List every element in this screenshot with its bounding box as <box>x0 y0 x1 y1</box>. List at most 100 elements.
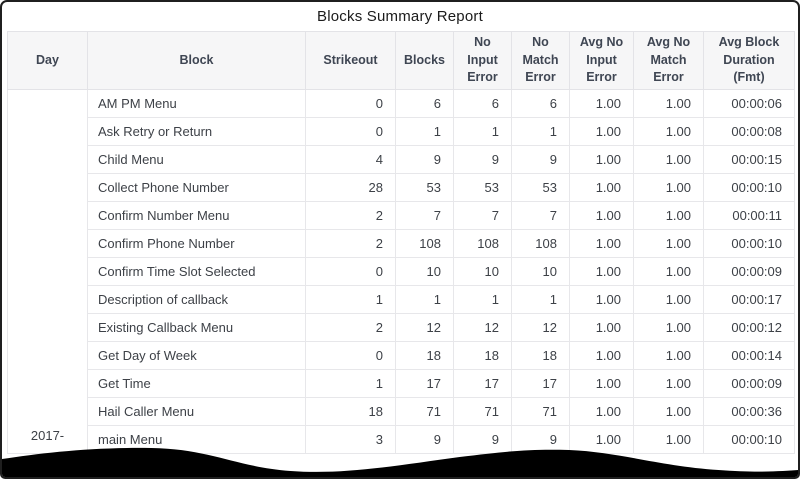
cell-avg-no-input-error: 1.00 <box>569 228 634 258</box>
cell-avg-block-duration: 00:00:10 <box>703 424 795 454</box>
table-row: Confirm Time Slot Selected 0 10 10 10 1.… <box>8 256 795 286</box>
cell-block: AM PM Menu <box>87 88 306 118</box>
cell-avg-no-input-error: 1.00 <box>569 144 634 174</box>
cell-avg-no-input-error: 1.00 <box>569 424 634 454</box>
cell-no-input-error: 1 <box>453 116 512 146</box>
cell-avg-no-match-error: 1.00 <box>633 396 704 426</box>
cell-block: Collect Phone Number <box>87 172 306 202</box>
cell-avg-no-match-error: 1.00 <box>633 368 704 398</box>
cell-no-input-error: 10 <box>453 256 512 286</box>
cell-avg-block-duration: 00:00:08 <box>703 116 795 146</box>
table-row: Get Time 1 17 17 17 1.00 1.00 00:00:09 <box>8 368 795 398</box>
cell-no-match-error: 1 <box>511 284 570 314</box>
cell-avg-block-duration: 00:00:10 <box>703 172 795 202</box>
cell-avg-no-match-error: 1.00 <box>633 284 704 314</box>
cell-blocks: 6 <box>395 88 454 118</box>
cell-strikeout: 2 <box>305 312 396 342</box>
cell-no-match-error: 10 <box>511 256 570 286</box>
cell-no-input-error: 53 <box>453 172 512 202</box>
column-header-strikeout: Strikeout <box>305 31 396 90</box>
cell-avg-no-match-error: 1.00 <box>633 340 704 370</box>
cell-blocks: 1 <box>395 116 454 146</box>
cell-avg-no-match-error: 1.00 <box>633 424 704 454</box>
column-header-avg-block-duration: Avg Block Duration (Fmt) <box>703 31 795 90</box>
cell-block: Ask Retry or Return <box>87 116 306 146</box>
table-row: Confirm Phone Number 2 108 108 108 1.00 … <box>8 228 795 258</box>
column-header-day: Day <box>7 31 88 90</box>
cell-block: Get Time <box>87 368 306 398</box>
cell-avg-no-match-error: 1.00 <box>633 228 704 258</box>
cell-avg-no-match-error: 1.00 <box>633 200 704 230</box>
cell-avg-no-input-error: 1.00 <box>569 256 634 286</box>
cell-no-match-error: 6 <box>511 88 570 118</box>
cell-avg-block-duration: 00:00:09 <box>703 256 795 286</box>
cell-no-input-error: 12 <box>453 312 512 342</box>
cell-no-match-error: 18 <box>511 340 570 370</box>
cell-blocks: 7 <box>395 200 454 230</box>
cell-avg-block-duration: 00:00:10 <box>703 228 795 258</box>
cell-avg-no-match-error: 1.00 <box>633 172 704 202</box>
cell-avg-no-match-error: 1.00 <box>633 144 704 174</box>
cell-avg-block-duration: 00:00:14 <box>703 340 795 370</box>
report-title: Blocks Summary Report <box>317 8 483 25</box>
cell-no-input-error: 18 <box>453 340 512 370</box>
cell-block: Confirm Time Slot Selected <box>87 256 306 286</box>
cell-strikeout: 1 <box>305 284 396 314</box>
day-group-cell: 2017- <box>7 88 88 454</box>
cell-avg-block-duration: 00:00:06 <box>703 88 795 118</box>
cell-no-input-error: 7 <box>453 200 512 230</box>
table-row: Get Day of Week 0 18 18 18 1.00 1.00 00:… <box>8 340 795 370</box>
cell-no-match-error: 108 <box>511 228 570 258</box>
cell-blocks: 71 <box>395 396 454 426</box>
cell-no-match-error: 53 <box>511 172 570 202</box>
cell-blocks: 53 <box>395 172 454 202</box>
cell-block: Confirm Number Menu <box>87 200 306 230</box>
cell-avg-block-duration: 00:00:09 <box>703 368 795 398</box>
cell-no-input-error: 1 <box>453 284 512 314</box>
cell-avg-block-duration: 00:00:15 <box>703 144 795 174</box>
cell-avg-no-match-error: 1.00 <box>633 312 704 342</box>
cell-avg-no-input-error: 1.00 <box>569 284 634 314</box>
table-row: Child Menu 4 9 9 9 1.00 1.00 00:00:15 <box>8 144 795 174</box>
cell-blocks: 1 <box>395 284 454 314</box>
cell-avg-block-duration: 00:00:36 <box>703 396 795 426</box>
cell-no-input-error: 108 <box>453 228 512 258</box>
table-row: Collect Phone Number 28 53 53 53 1.00 1.… <box>8 172 795 202</box>
cell-strikeout: 3 <box>305 424 396 454</box>
cell-blocks: 12 <box>395 312 454 342</box>
table-row: Ask Retry or Return 0 1 1 1 1.00 1.00 00… <box>8 116 795 146</box>
cell-block: Get Day of Week <box>87 340 306 370</box>
cell-strikeout: 2 <box>305 228 396 258</box>
cell-avg-no-match-error: 1.00 <box>633 88 704 118</box>
cell-no-input-error: 9 <box>453 144 512 174</box>
cell-blocks: 9 <box>395 144 454 174</box>
cell-blocks: 108 <box>395 228 454 258</box>
header-row: Day Block Strikeout Blocks No Input Erro… <box>7 31 795 90</box>
cell-strikeout: 2 <box>305 200 396 230</box>
cell-no-match-error: 17 <box>511 368 570 398</box>
table-row: Confirm Number Menu 2 7 7 7 1.00 1.00 00… <box>8 200 795 230</box>
column-header-block: Block <box>87 31 306 90</box>
cell-strikeout: 0 <box>305 88 396 118</box>
cell-block: Existing Callback Menu <box>87 312 306 342</box>
cell-no-match-error: 9 <box>511 144 570 174</box>
cell-blocks: 18 <box>395 340 454 370</box>
column-header-blocks: Blocks <box>395 31 454 90</box>
cell-block: main Menu <box>87 424 306 454</box>
cell-avg-block-duration: 00:00:11 <box>703 200 795 230</box>
cell-strikeout: 0 <box>305 340 396 370</box>
cell-avg-no-input-error: 1.00 <box>569 88 634 118</box>
cell-avg-no-match-error: 1.00 <box>633 256 704 286</box>
cell-no-match-error: 9 <box>511 424 570 454</box>
cell-strikeout: 0 <box>305 256 396 286</box>
cell-strikeout: 0 <box>305 116 396 146</box>
cell-no-match-error: 71 <box>511 396 570 426</box>
cell-avg-no-input-error: 1.00 <box>569 312 634 342</box>
cell-no-match-error: 12 <box>511 312 570 342</box>
table-row: Description of callback 1 1 1 1 1.00 1.0… <box>8 284 795 314</box>
cell-avg-no-input-error: 1.00 <box>569 200 634 230</box>
column-header-no-input-error: No Input Error <box>453 31 512 90</box>
table-row: 2017- AM PM Menu 0 6 6 6 1.00 1.00 00:00:… <box>7 88 795 454</box>
cell-block: Hail Caller Menu <box>87 396 306 426</box>
